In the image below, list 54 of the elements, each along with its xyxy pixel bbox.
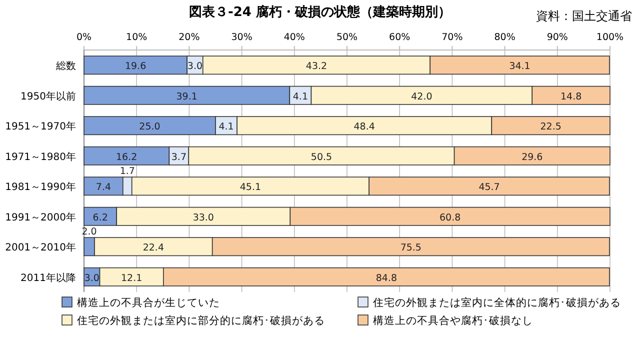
data-label: 42.0 — [411, 91, 432, 102]
data-label: 3.7 — [171, 152, 186, 163]
data-label: 3.0 — [187, 61, 203, 72]
data-label: 4.1 — [292, 91, 308, 102]
data-label: 84.8 — [376, 272, 398, 284]
data-label: 4.1 — [218, 122, 234, 133]
y-tick-label: 2001～2010年 — [5, 242, 76, 254]
data-label: 75.5 — [400, 242, 422, 254]
data-label: 29.6 — [522, 152, 543, 163]
chart-title: 図表３-24 腐朽・破損の状態（建築時期別） — [188, 4, 452, 20]
text: 資料：国土交通省 — [536, 9, 632, 23]
data-label: 33.0 — [192, 212, 214, 224]
data-label: 19.6 — [124, 61, 146, 72]
x-tick-label: 50% — [336, 32, 358, 43]
x-tick-label: 40% — [284, 32, 305, 43]
x-tick-label: 60% — [389, 32, 410, 43]
data-label: 50.5 — [310, 152, 332, 163]
data-label: 45.1 — [240, 182, 262, 194]
y-tick-label: 1981～1990年 — [5, 181, 76, 194]
legend-label: 住宅の外観または室内に部分的に腐朽･破損がある — [77, 314, 325, 327]
y-tick-label: 1971～1980年 — [5, 150, 76, 163]
data-label: 6.2 — [92, 212, 108, 224]
data-label: 2.0 — [82, 226, 97, 238]
data-label: 43.2 — [306, 61, 328, 72]
data-label: 14.8 — [560, 91, 582, 102]
data-label: 25.0 — [139, 122, 160, 133]
x-tick-label: 30% — [231, 32, 252, 43]
data-label: 34.1 — [509, 61, 530, 72]
y-tick-label: 2011年以降 — [20, 272, 76, 284]
y-tick-label: 総数 — [55, 60, 76, 72]
data-label: 39.1 — [176, 91, 198, 102]
data-label: 16.2 — [116, 152, 138, 163]
y-tick-label: 1950年以前 — [20, 90, 76, 102]
x-tick-label: 70% — [442, 32, 463, 43]
data-label: 1.7 — [120, 166, 135, 178]
legend-label: 住宅の外観または室内に全体的に腐朽･破損がある — [373, 296, 621, 309]
x-tick-label: 0% — [76, 32, 92, 43]
x-tick-label: 100% — [596, 32, 624, 43]
data-label: 45.7 — [478, 182, 500, 194]
y-tick-label: 1991～2000年 — [5, 211, 76, 224]
data-label: 48.4 — [354, 122, 375, 133]
x-tick-label: 80% — [494, 32, 516, 43]
data-label: 3.0 — [84, 272, 100, 284]
data-label: 22.5 — [540, 122, 562, 133]
data-label: 12.1 — [121, 272, 142, 284]
data-label: 60.8 — [440, 212, 461, 224]
x-tick-label: 90% — [546, 32, 568, 43]
x-tick-label: 10% — [126, 32, 148, 43]
data-label: 7.4 — [96, 182, 112, 194]
y-tick-label: 1951～1970年 — [5, 120, 76, 133]
legend-label: 構造上の不具合や腐朽･破損なし — [373, 314, 533, 327]
data-label: 22.4 — [142, 242, 164, 254]
legend-label: 構造上の不具合が生じていた — [77, 296, 220, 309]
x-tick-label: 20% — [178, 32, 200, 43]
